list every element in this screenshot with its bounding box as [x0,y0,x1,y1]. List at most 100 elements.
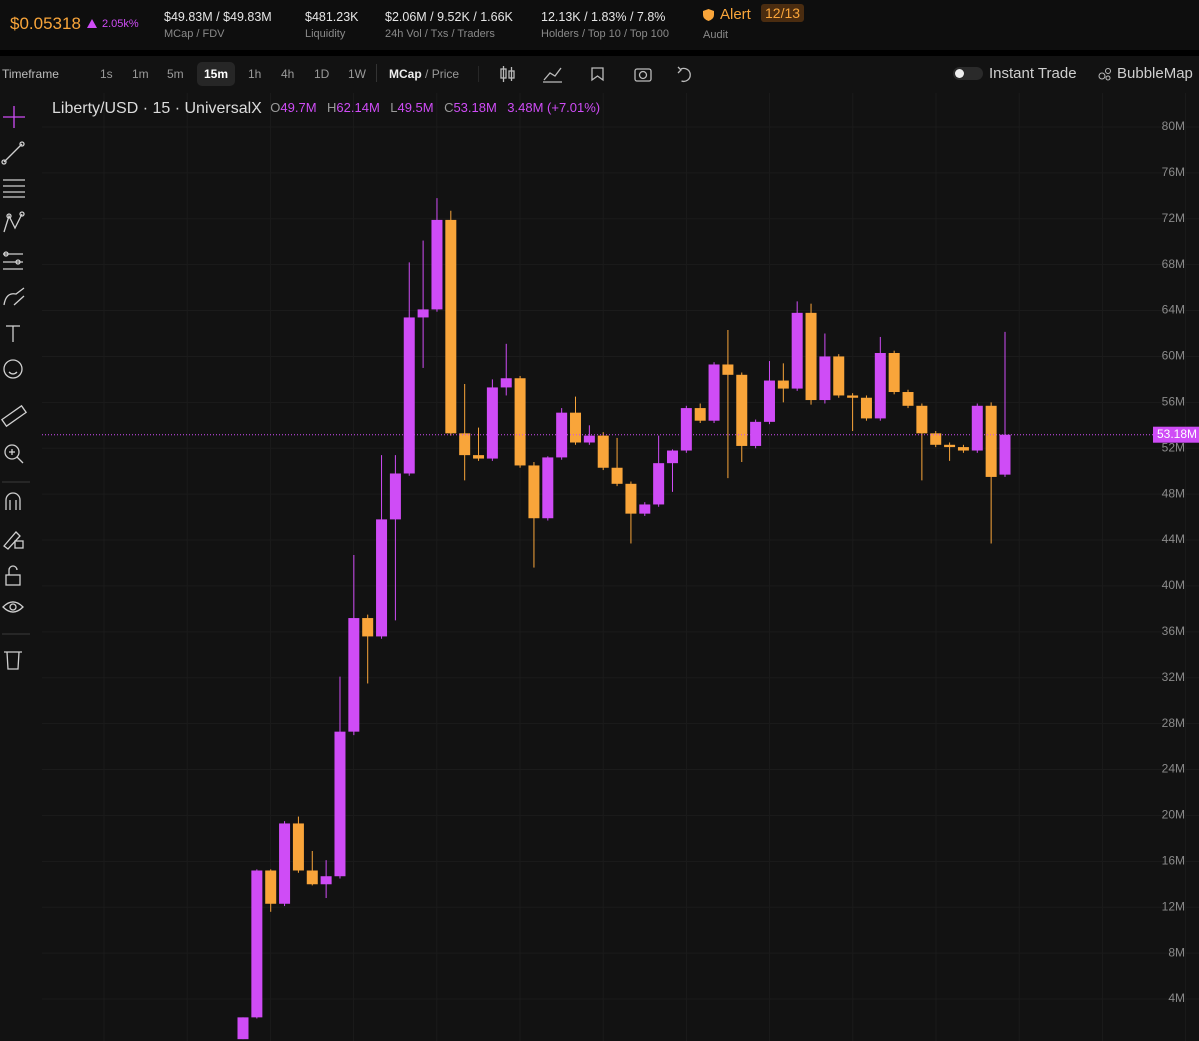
timeframe-button[interactable]: 5m [167,67,184,81]
chart-tools [478,66,691,83]
mcap-option[interactable]: MCap [389,67,422,81]
candle-body [736,374,748,446]
y-tick-label: 80M [1162,119,1185,133]
stat-value: 12.13K / 1.83% / 7.8% [541,10,666,24]
candle-body [999,434,1011,475]
drawing-tools [0,106,30,670]
candle-type[interactable] [500,66,515,82]
visibility-tool[interactable] [2,601,24,613]
timeframe-button[interactable]: 15m [197,62,236,86]
candle-body [819,356,831,401]
brush-tool[interactable] [3,287,25,306]
y-tick-label: 64M [1162,303,1185,317]
stat-label: 24h Vol / Txs / Traders [385,28,495,40]
timeframe-button[interactable]: 1m [132,67,149,81]
timeframe-button[interactable]: 1D [314,67,330,81]
candle-body [459,433,471,456]
zoom-tool[interactable] [4,444,24,464]
delete-tool[interactable] [4,651,22,670]
bubblemap-button[interactable]: BubbleMap [1117,65,1193,82]
candle-body [860,397,872,419]
timeframe-button[interactable]: 1s [100,67,113,81]
up-arrow [87,19,97,28]
chart-title: Liberty/USD · 15 · UniversalX [52,100,262,117]
candle-body [694,408,706,421]
instant-trade-label: Instant Trade [989,65,1077,82]
lock-tool[interactable] [5,565,21,586]
legend-key: L [390,100,397,115]
candle-body [445,219,457,434]
price-option[interactable]: Price [431,67,460,81]
candle-body [348,618,360,732]
y-tick-label: 28M [1162,716,1185,730]
y-tick-label: 24M [1162,762,1185,776]
candle-body [930,433,942,445]
candle-body [888,353,900,393]
pattern-tool[interactable] [3,211,25,233]
candle-body [320,876,332,885]
candle-body [292,823,304,871]
text-tool[interactable] [6,325,20,342]
trendline-tool[interactable] [1,141,25,165]
candle-body [473,455,485,459]
candle-body [611,467,623,484]
crosshair-tool[interactable] [3,106,25,128]
projection-tool[interactable] [3,251,23,270]
candle-body [570,412,582,443]
bubblemap-icon [1098,68,1111,81]
alert-count: 12/13 [761,4,805,22]
divider [0,50,1199,56]
alert[interactable]: Alert [720,6,751,23]
y-tick-label: 40M [1162,578,1185,592]
ruler-tool[interactable] [0,404,28,428]
candle-body [417,309,429,318]
y-tick-label: 16M [1162,853,1185,867]
timeframe-label: Timeframe [2,67,59,81]
y-tick-label: 20M [1162,808,1185,822]
candle-body [957,447,969,451]
instant-trade-toggle[interactable] [953,67,983,80]
candle-body [680,408,692,451]
save[interactable] [591,67,604,82]
reset[interactable] [677,66,691,83]
stat-value: $2.06M / 9.52K / 1.66K [385,10,513,24]
candle-body [486,387,498,459]
candle-body [514,378,526,466]
candle-body [376,519,388,637]
timeframe-button[interactable]: 4h [281,67,295,81]
candle-body [583,435,595,443]
lock-drawing-tool[interactable] [3,531,24,550]
y-tick-label: 8M [1168,945,1185,959]
legend-key: H [327,100,336,115]
y-tick-label: 52M [1162,440,1185,454]
candle-body [916,405,928,434]
mcap-price-toggle[interactable]: MCap / Price [389,67,459,81]
legend-value: 62.14M [336,100,379,115]
magnet-tool[interactable] [5,492,21,510]
timeframe-button[interactable]: 1W [348,67,366,81]
emoji-tool[interactable] [3,359,23,379]
candle-body [597,435,609,468]
last-price-badge [1153,426,1199,443]
y-tick-label: 36M [1162,624,1185,638]
timeframe-button[interactable]: 1h [248,67,262,81]
fib-tool[interactable] [3,179,25,198]
audit-label: Audit [703,29,729,41]
candle-body [542,457,554,519]
candle-body [265,870,277,904]
stat-value: $49.83M / $49.83M [164,10,272,24]
candle-body [389,473,401,520]
y-tick-label: 44M [1162,532,1185,546]
candle-body [874,353,886,419]
screenshot[interactable] [634,68,652,82]
candle-body [653,463,665,505]
candle-body [334,731,346,877]
candle-body [500,378,512,388]
indicators[interactable] [543,67,562,83]
candle-body [902,392,914,406]
candle-body [791,312,803,389]
candle-body [708,364,720,421]
chart-legend: Liberty/USD · 15 · UniversalX O49.7M H62… [52,100,600,117]
y-tick-label: 4M [1168,991,1185,1005]
